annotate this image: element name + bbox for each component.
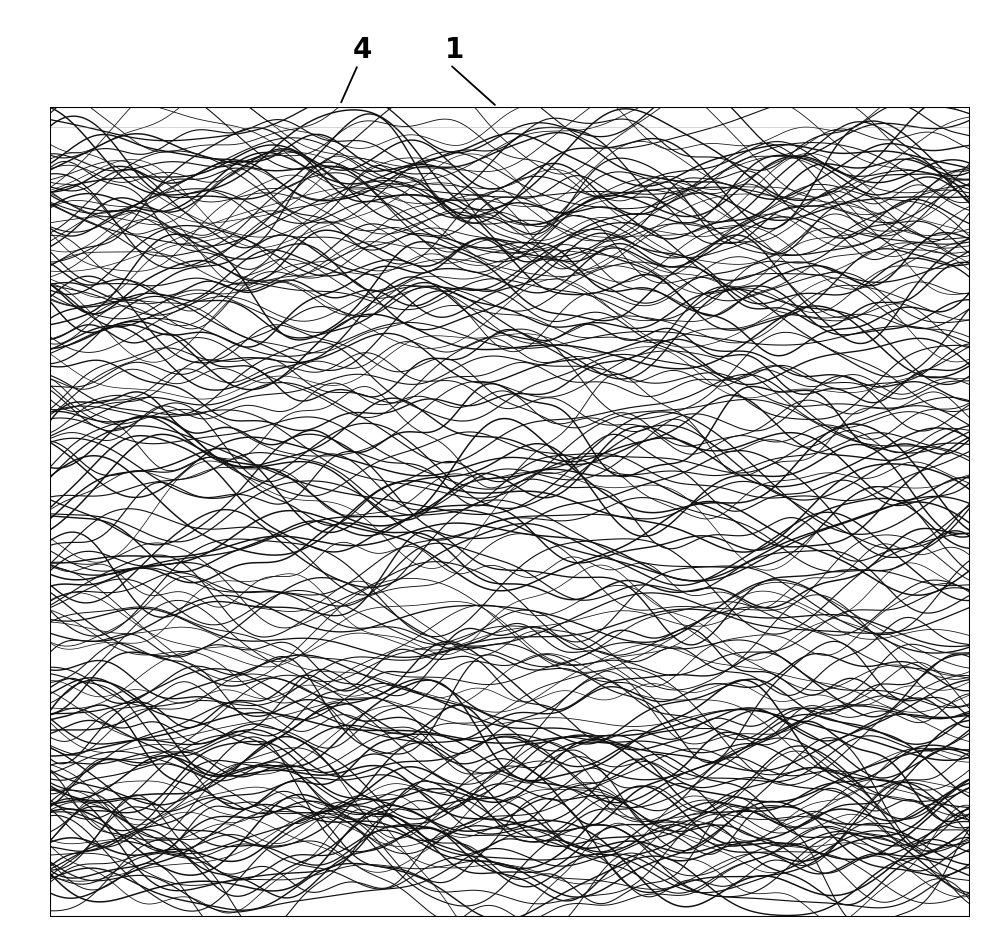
Text: 4: 4 [352,36,372,64]
Text: 1: 1 [445,36,465,64]
